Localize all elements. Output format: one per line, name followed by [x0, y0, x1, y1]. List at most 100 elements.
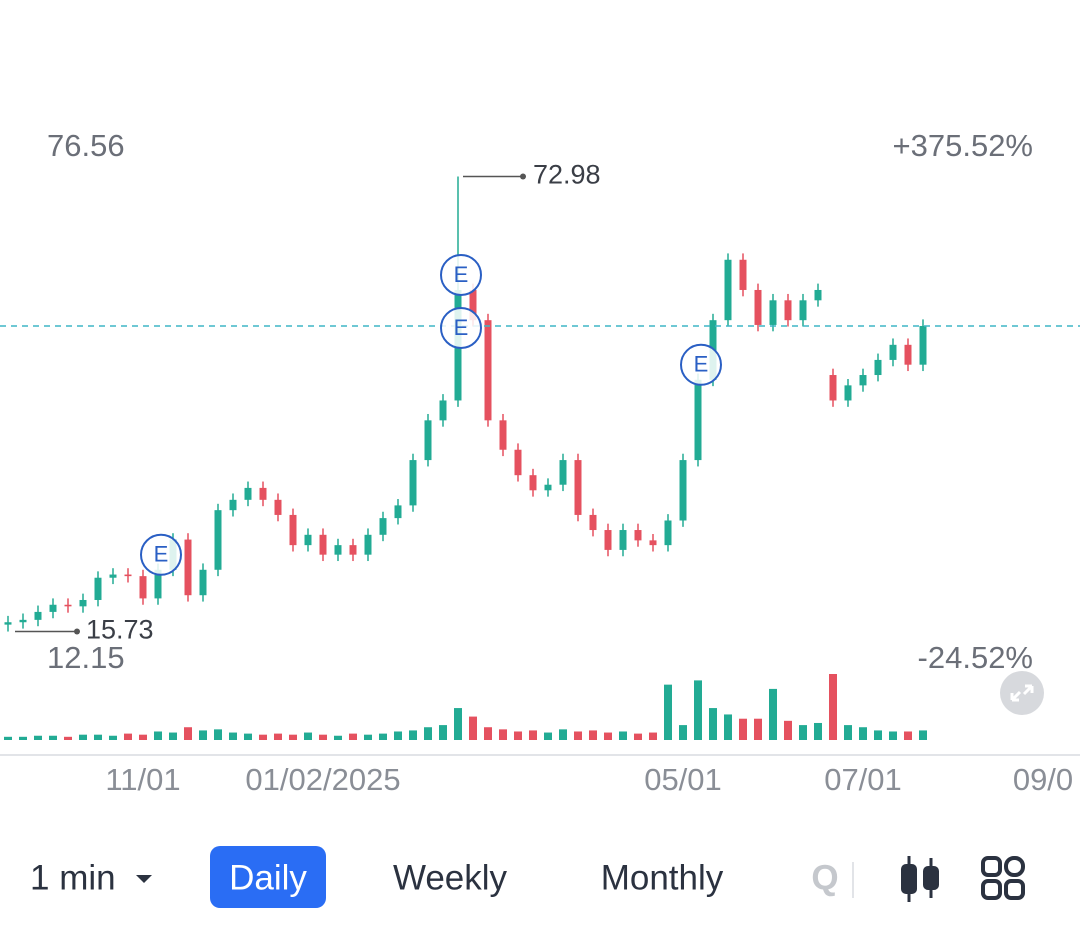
volume-bar	[94, 734, 102, 740]
volume-bar	[334, 735, 342, 740]
x-tick-label: 11/01	[105, 762, 180, 797]
icon-body	[923, 866, 939, 890]
earnings-circle	[440, 306, 482, 349]
volume-bar	[424, 727, 432, 740]
volume-bar	[364, 734, 372, 740]
interval-label: 1 min	[30, 858, 116, 897]
candle-body	[829, 375, 837, 401]
volume-bar	[184, 727, 192, 740]
fullscreen-button[interactable]	[1000, 671, 1044, 715]
candle-body	[769, 300, 777, 325]
volume-bar	[649, 732, 657, 740]
volume-bar	[919, 730, 927, 740]
candle-body	[634, 530, 642, 541]
volume-bar	[889, 731, 897, 740]
volume-bar	[514, 731, 522, 740]
candle-body	[529, 475, 537, 491]
volume-bar	[619, 731, 627, 740]
volume-bar	[319, 734, 327, 740]
volume-bar	[64, 736, 72, 740]
volume-bar	[604, 732, 612, 740]
earnings-event[interactable]: E	[440, 306, 482, 349]
candle-body	[874, 359, 882, 376]
candle-body	[664, 520, 672, 546]
candle-body	[604, 530, 612, 550]
volume-bar	[829, 674, 837, 740]
volume-bar	[484, 727, 492, 740]
candle-body	[799, 300, 807, 321]
volume-bar	[664, 684, 672, 740]
volume-bar	[229, 732, 237, 740]
period-tab[interactable]: Q	[811, 858, 838, 897]
volume-bar	[679, 725, 687, 740]
candle-body	[304, 534, 312, 546]
volume-bar	[469, 716, 477, 740]
candle-body	[79, 599, 87, 607]
chart-type-button[interactable]	[901, 856, 939, 902]
earnings-event[interactable]: E	[680, 343, 722, 386]
candle-body	[139, 576, 147, 599]
volume-bar	[124, 733, 132, 740]
icon-body	[901, 864, 917, 894]
candle-body	[19, 619, 27, 623]
earnings-event[interactable]: E	[440, 253, 482, 296]
earnings-event[interactable]: E	[140, 533, 182, 576]
icon-cell	[981, 879, 1002, 900]
volume-bar	[34, 735, 42, 740]
volume-bar	[259, 734, 267, 740]
volume-bar	[694, 680, 702, 740]
icon-cell	[981, 856, 1002, 877]
earnings-label: E	[454, 315, 469, 340]
volume-bar	[4, 736, 12, 740]
candle-body	[4, 622, 12, 625]
volume-bar	[394, 731, 402, 740]
volume-bar	[754, 718, 762, 740]
volume-bar	[289, 734, 297, 740]
candle-body	[349, 545, 357, 555]
volume-bar	[439, 725, 447, 740]
low-marker-dot	[74, 628, 80, 635]
candle-body	[379, 518, 387, 535]
candle-body	[649, 540, 657, 546]
volume-bar	[49, 735, 57, 740]
volume-bar	[214, 729, 222, 740]
volume-bar	[859, 727, 867, 740]
volume-bar	[199, 730, 207, 740]
volume-bar	[454, 708, 462, 740]
volume-bar	[154, 731, 162, 740]
volume-bar	[349, 733, 357, 740]
volume-bar	[559, 729, 567, 740]
x-tick-label: 07/01	[824, 762, 902, 797]
volume-bar	[529, 730, 537, 740]
icon-cell	[1004, 879, 1025, 900]
volume-bar	[19, 736, 27, 740]
volume-bar	[244, 733, 252, 740]
candle-body	[724, 259, 732, 321]
volume-bar	[544, 732, 552, 740]
candle-body	[49, 604, 57, 612]
earnings-circle	[440, 253, 482, 296]
candle-body	[844, 385, 852, 401]
volume-bar	[799, 725, 807, 740]
icon-cell	[1004, 856, 1025, 877]
interval-selector[interactable]: 1 min	[30, 858, 152, 897]
candle-body	[229, 499, 237, 511]
candle-body	[544, 484, 552, 491]
volume-bar	[874, 730, 882, 740]
layout-button[interactable]	[981, 856, 1025, 900]
volume-bar	[139, 734, 147, 740]
volume-bar	[784, 720, 792, 740]
volume-bar	[724, 714, 732, 740]
fullscreen-bg	[1000, 671, 1044, 715]
period-tab[interactable]: Monthly	[601, 858, 724, 897]
candle-body	[739, 259, 747, 290]
candle-body	[154, 569, 162, 599]
volume-bar	[574, 731, 582, 740]
period-tab[interactable]: Weekly	[393, 858, 508, 897]
tab-label: Q	[811, 858, 838, 897]
candle-body	[439, 400, 447, 421]
candle-body	[619, 530, 627, 550]
period-tab[interactable]: Daily	[210, 846, 326, 908]
earnings-circle	[140, 533, 182, 576]
